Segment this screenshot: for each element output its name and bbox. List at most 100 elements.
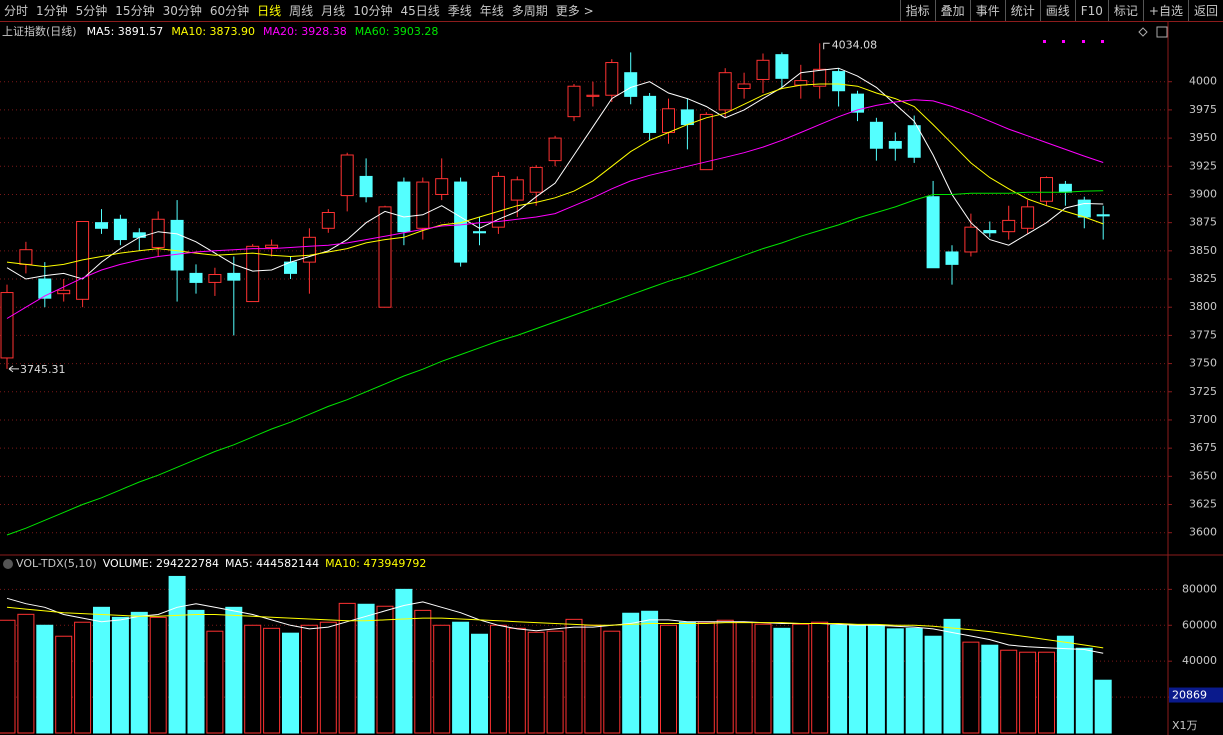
tool-button[interactable]: F10 — [1074, 0, 1108, 21]
y-tick-label: 60000 — [1182, 618, 1217, 631]
candle-body — [869, 121, 883, 149]
candle-body — [321, 212, 335, 229]
candle-body — [983, 230, 997, 234]
period-tab[interactable]: 分时 — [4, 4, 29, 18]
y-tick-label: 3850 — [1189, 244, 1217, 257]
period-tab[interactable]: 5分钟 — [75, 4, 108, 18]
volume-bar — [225, 606, 243, 734]
candle-body — [907, 125, 921, 158]
volume-bar — [527, 631, 545, 734]
period-tab[interactable]: 1分钟 — [36, 4, 68, 18]
period-tab[interactable]: 月线 — [321, 4, 346, 18]
candle-body — [132, 232, 146, 238]
volume-bar — [74, 621, 92, 734]
volume-bar — [168, 575, 186, 734]
panel-menu-icon[interactable] — [3, 559, 13, 569]
period-tab[interactable]: 10分钟 — [353, 4, 393, 18]
period-tab[interactable]: 15分钟 — [115, 4, 155, 18]
candle-body — [397, 181, 411, 233]
candle-body — [19, 249, 33, 265]
candle-body — [888, 140, 902, 149]
candle-body — [435, 178, 449, 195]
period-tab[interactable]: 60分钟 — [209, 4, 250, 18]
period-tab[interactable]: 季线 — [447, 4, 472, 18]
volume-bar — [622, 612, 640, 734]
period-tab[interactable]: 更多 > — [555, 4, 594, 18]
y-tick-label: 3700 — [1189, 413, 1217, 426]
volume-bar — [187, 609, 205, 734]
candle-body — [38, 278, 52, 299]
candle-body — [1058, 183, 1072, 193]
candle-body — [473, 231, 486, 234]
candle-body — [1021, 206, 1035, 229]
volume-bar — [263, 627, 281, 734]
volume-bar — [338, 602, 356, 734]
y-tick-label: 3625 — [1189, 498, 1217, 511]
volume-bar — [282, 632, 299, 734]
y-tick-label: 3600 — [1189, 526, 1217, 539]
tool-button[interactable]: 叠加 — [934, 0, 970, 21]
candle-body — [170, 219, 184, 271]
candle-body — [359, 175, 373, 198]
period-tab[interactable]: 日线 — [257, 4, 282, 18]
volume-bar — [395, 588, 413, 734]
volume-bar — [867, 624, 885, 734]
volume-bar — [452, 621, 470, 734]
candle-body — [378, 206, 392, 308]
period-tab[interactable]: 周线 — [289, 4, 314, 18]
volume-bar — [17, 613, 35, 734]
period-tab[interactable]: 30分钟 — [162, 4, 202, 18]
diamond-icon[interactable] — [1138, 27, 1148, 37]
tool-button[interactable]: 指标 — [899, 0, 935, 21]
y-tick-label: 3975 — [1189, 103, 1217, 116]
tool-buttons: 指标 叠加 事件 统计 画线 F10 标记 +自选 返回 — [899, 0, 1223, 21]
volume-bar — [1056, 635, 1074, 734]
volume-bar — [697, 621, 715, 734]
cursor-box — [1169, 687, 1223, 703]
legend-entry: MA20: 3928.38 — [263, 25, 347, 38]
tool-button[interactable]: 画线 — [1039, 0, 1075, 21]
candle-body — [699, 113, 713, 171]
candle-body — [680, 109, 694, 126]
period-tabs: 分时 1分钟 5分钟 15分钟 30分钟 60分钟 日线 周线 月线 10分钟 45日线 季线 年线 多周… — [0, 2, 598, 19]
volume-bar — [678, 621, 696, 734]
candle-body — [718, 72, 732, 111]
period-tab[interactable]: 年线 — [479, 4, 504, 18]
volume-bar — [244, 624, 262, 734]
volume-bar — [811, 621, 829, 734]
y-tick-label: 3725 — [1189, 385, 1217, 398]
candle-body — [227, 272, 241, 281]
volume-bar — [36, 624, 54, 734]
low-pointer — [8, 365, 19, 373]
period-tab[interactable]: 45日线 — [400, 4, 440, 18]
candle-body — [246, 245, 260, 303]
volume-bar — [0, 619, 16, 734]
chart-title: VOL-TDX(5,10) — [16, 557, 97, 570]
box-icon[interactable] — [1156, 26, 1168, 38]
tool-button[interactable]: +自选 — [1142, 0, 1188, 21]
candle-body — [662, 108, 675, 133]
tool-button[interactable]: 返回 — [1187, 0, 1223, 21]
legend-entry: MA5: 3891.57 — [87, 25, 164, 38]
volume-bar — [641, 610, 659, 734]
volume-bar — [433, 624, 451, 734]
volume-bar — [546, 630, 564, 734]
volume-bar — [849, 624, 866, 734]
period-tab[interactable]: 多周期 — [511, 4, 548, 18]
candle-body — [113, 218, 127, 241]
y-tick-label: 3825 — [1189, 272, 1217, 285]
candle-body — [189, 272, 203, 283]
tool-button[interactable]: 事件 — [969, 0, 1005, 21]
candle-body — [491, 175, 505, 228]
candle-body — [624, 72, 638, 97]
tool-button[interactable]: 标记 — [1107, 0, 1143, 21]
volume-bar — [376, 605, 394, 734]
candle-body — [208, 274, 222, 283]
volume-bar — [924, 635, 942, 734]
candle-body — [567, 85, 581, 118]
candle-body — [510, 179, 524, 201]
tool-button[interactable]: 统计 — [1004, 0, 1040, 21]
candle-body — [1077, 199, 1091, 218]
volume-bar — [1094, 679, 1112, 734]
